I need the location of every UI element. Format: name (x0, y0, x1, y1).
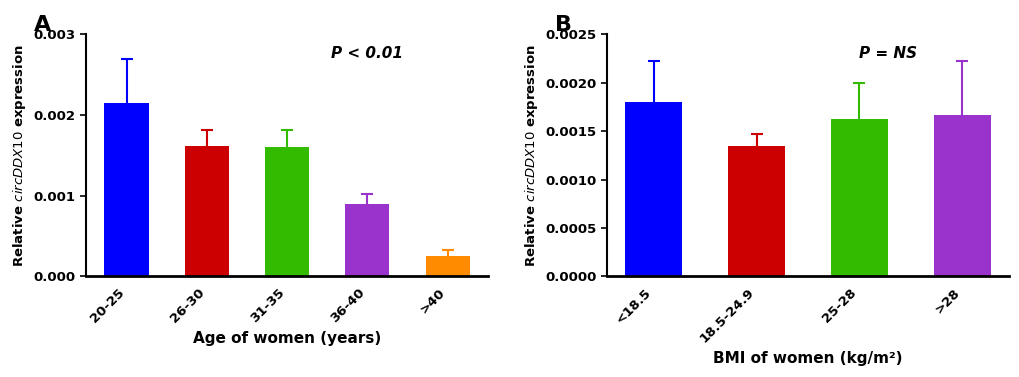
Bar (933, 115, 989, 276)
Bar (265, 147, 309, 276)
Bar (728, 146, 784, 276)
X-axis label: BMI of women (kg/m²): BMI of women (kg/m²) (712, 351, 902, 366)
Bar (425, 256, 470, 276)
Bar (184, 146, 228, 276)
Y-axis label: Relative $\it{circDDX10}$ expression: Relative $\it{circDDX10}$ expression (11, 44, 29, 267)
Text: P < 0.01: P < 0.01 (331, 46, 404, 61)
Bar (625, 102, 682, 276)
Bar (104, 103, 149, 276)
Text: A: A (34, 15, 51, 35)
X-axis label: Age of women (years): Age of women (years) (193, 331, 381, 346)
Text: B: B (554, 15, 572, 35)
Text: P = NS: P = NS (858, 46, 916, 61)
Bar (345, 204, 389, 276)
Bar (830, 118, 887, 276)
Y-axis label: Relative $\it{circDDX10}$ expression: Relative $\it{circDDX10}$ expression (522, 44, 539, 267)
